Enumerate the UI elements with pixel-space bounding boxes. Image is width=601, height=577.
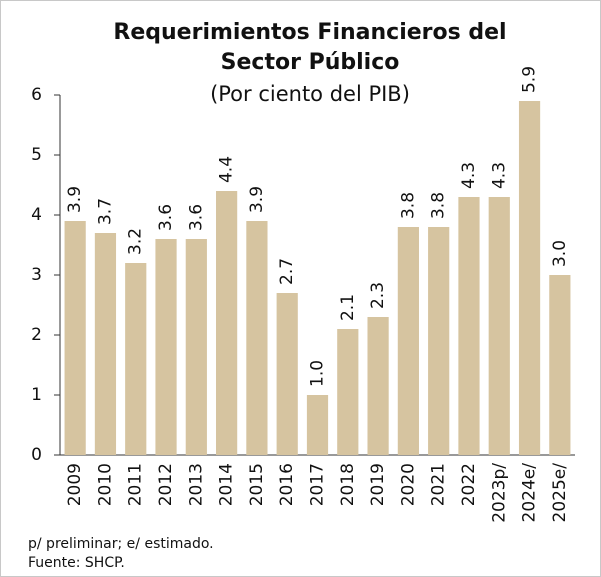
bar <box>428 227 450 455</box>
bar <box>125 263 147 455</box>
y-tick-label: 3 <box>31 265 42 285</box>
note: Fuente: SHCP. <box>28 555 125 571</box>
x-tick-label: 2014 <box>217 463 237 506</box>
bar <box>216 191 238 455</box>
bar <box>155 239 177 455</box>
value-label: 3.8 <box>398 192 418 219</box>
x-tick-label: 2022 <box>459 463 479 506</box>
bar <box>64 221 86 455</box>
value-label: 2.3 <box>368 282 388 309</box>
x-tick-label: 2013 <box>186 463 206 506</box>
bar <box>397 227 419 455</box>
chart-title: Requerimientos Financieros del <box>113 20 506 45</box>
y-tick-label: 4 <box>31 205 42 225</box>
value-label: 5.9 <box>520 66 540 93</box>
value-label: 3.9 <box>247 186 267 213</box>
value-label: 4.3 <box>459 162 479 189</box>
value-label: 3.9 <box>65 186 85 213</box>
x-tick-label: 2012 <box>156 463 176 506</box>
chart-subtitle: (Por ciento del PIB) <box>210 82 410 106</box>
x-tick-label: 2011 <box>126 463 146 506</box>
value-label: 4.4 <box>217 156 237 183</box>
x-tick-label: 2021 <box>429 463 449 506</box>
x-tick-label: 2023p/ <box>489 463 509 523</box>
bar <box>549 275 571 455</box>
value-label: 2.1 <box>338 294 358 321</box>
value-label: 3.0 <box>550 240 570 267</box>
chart-title: Sector Público <box>221 50 400 75</box>
bar <box>94 233 117 455</box>
x-tick-label: 2017 <box>308 463 328 506</box>
x-tick-label: 2015 <box>247 463 267 506</box>
value-label: 2.7 <box>277 258 297 285</box>
y-tick-label: 0 <box>31 445 42 465</box>
y-tick-label: 2 <box>31 325 42 345</box>
value-label: 3.6 <box>186 204 206 231</box>
bar <box>458 197 480 455</box>
x-tick-label: 2009 <box>65 463 85 506</box>
value-label: 4.3 <box>489 162 509 189</box>
bar <box>306 395 329 455</box>
x-tick-label: 2020 <box>398 463 418 506</box>
bar <box>518 101 541 455</box>
value-label: 1.0 <box>308 360 328 387</box>
bar <box>367 317 389 455</box>
value-label: 3.7 <box>95 198 115 225</box>
x-tick-label: 2010 <box>95 463 115 506</box>
bar <box>337 329 359 455</box>
value-label: 3.2 <box>126 228 146 255</box>
y-tick-label: 6 <box>31 85 42 105</box>
x-tick-label: 2024e/ <box>520 463 540 523</box>
value-label: 3.6 <box>156 204 176 231</box>
bar <box>488 197 510 455</box>
value-label: 3.8 <box>429 192 449 219</box>
x-tick-label: 2019 <box>368 463 388 506</box>
bar <box>246 221 268 455</box>
bar <box>185 239 207 455</box>
x-tick-label: 2016 <box>277 463 297 506</box>
x-tick-label: 2018 <box>338 463 358 506</box>
bar <box>276 293 298 455</box>
y-tick-label: 5 <box>31 145 42 165</box>
note: p/ preliminar; e/ estimado. <box>28 536 214 552</box>
y-tick-label: 1 <box>31 385 42 405</box>
x-tick-label: 2025e/ <box>550 463 570 523</box>
